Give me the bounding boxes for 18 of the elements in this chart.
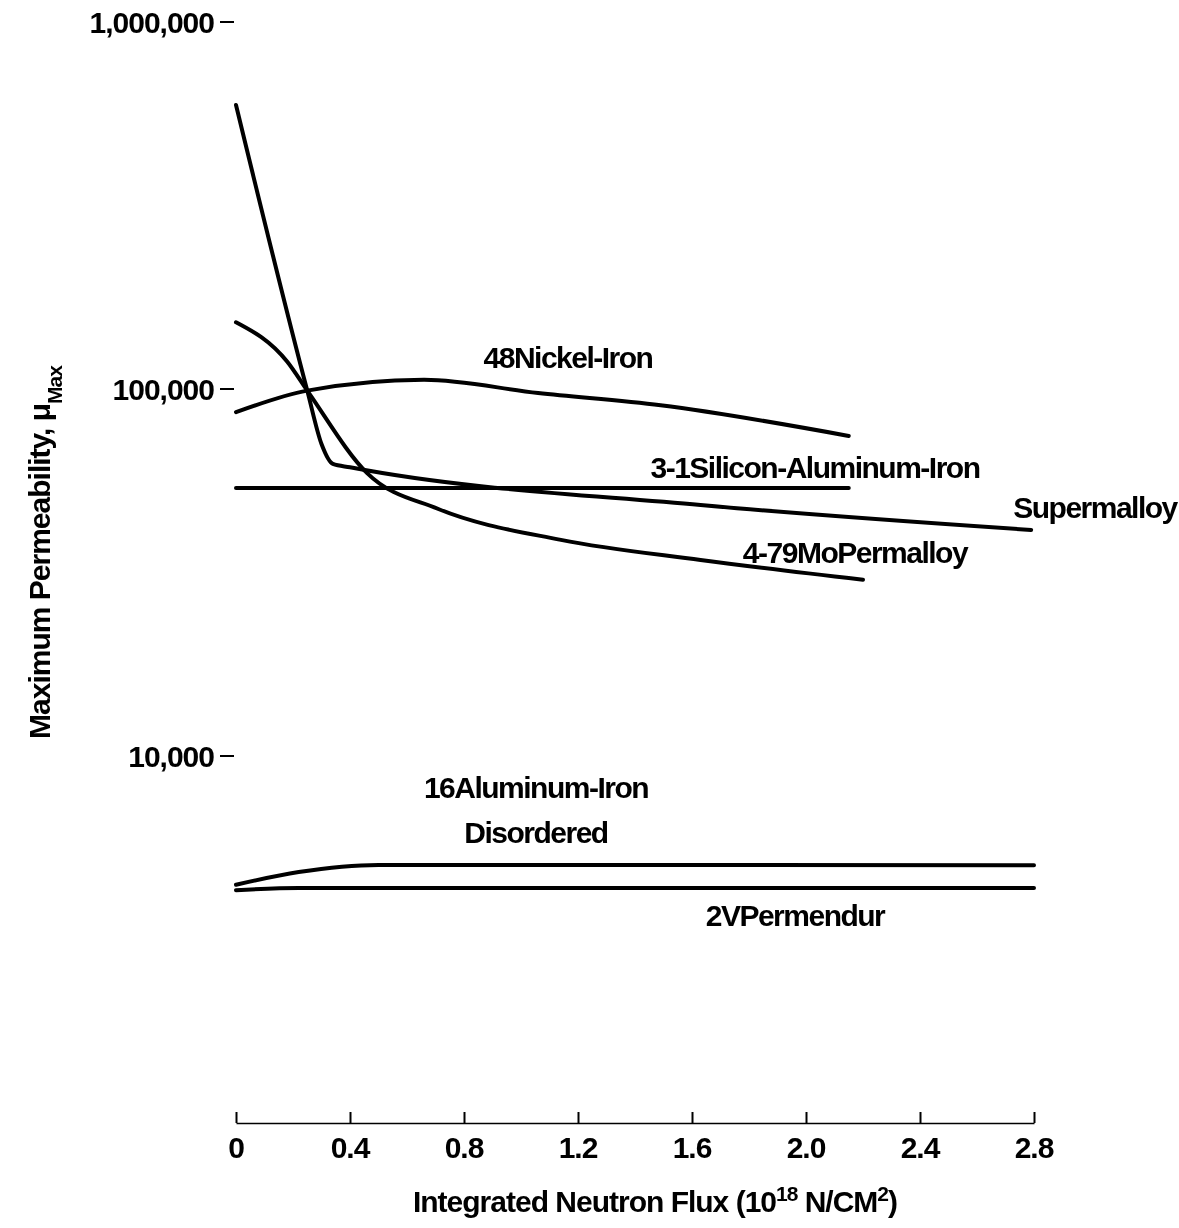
x-tick-label: 0	[228, 1131, 245, 1164]
x-tick-label: 0.8	[444, 1131, 484, 1164]
series-label: 3-1Silicon-Aluminum-Iron	[650, 451, 980, 484]
series-label: 4-79MoPermalloy	[742, 536, 969, 569]
series-label: 2VPermendur	[705, 899, 887, 932]
x-tick-label: 2.4	[900, 1131, 941, 1164]
y-tick-label: 10,000	[128, 740, 215, 773]
y-tick-label: 1,000,000	[89, 6, 215, 39]
x-tick-label: 1.6	[672, 1131, 712, 1164]
series-label: 16Aluminum-Iron Disordered	[423, 771, 649, 849]
x-tick-label: 2.8	[1014, 1131, 1054, 1164]
series-label: 48Nickel-Iron	[483, 341, 653, 374]
x-tick-label: 0.4	[330, 1131, 371, 1164]
series-label: Supermalloy	[1013, 491, 1179, 524]
x-axis-title: Integrated Neutron Flux (10$^{18}$ N/CM$^{2}$)	[412, 1181, 898, 1218]
x-tick-label: 2.0	[786, 1131, 826, 1164]
x-tick-label: 1.2	[558, 1131, 598, 1164]
y-tick-label: 100,000	[112, 373, 215, 406]
